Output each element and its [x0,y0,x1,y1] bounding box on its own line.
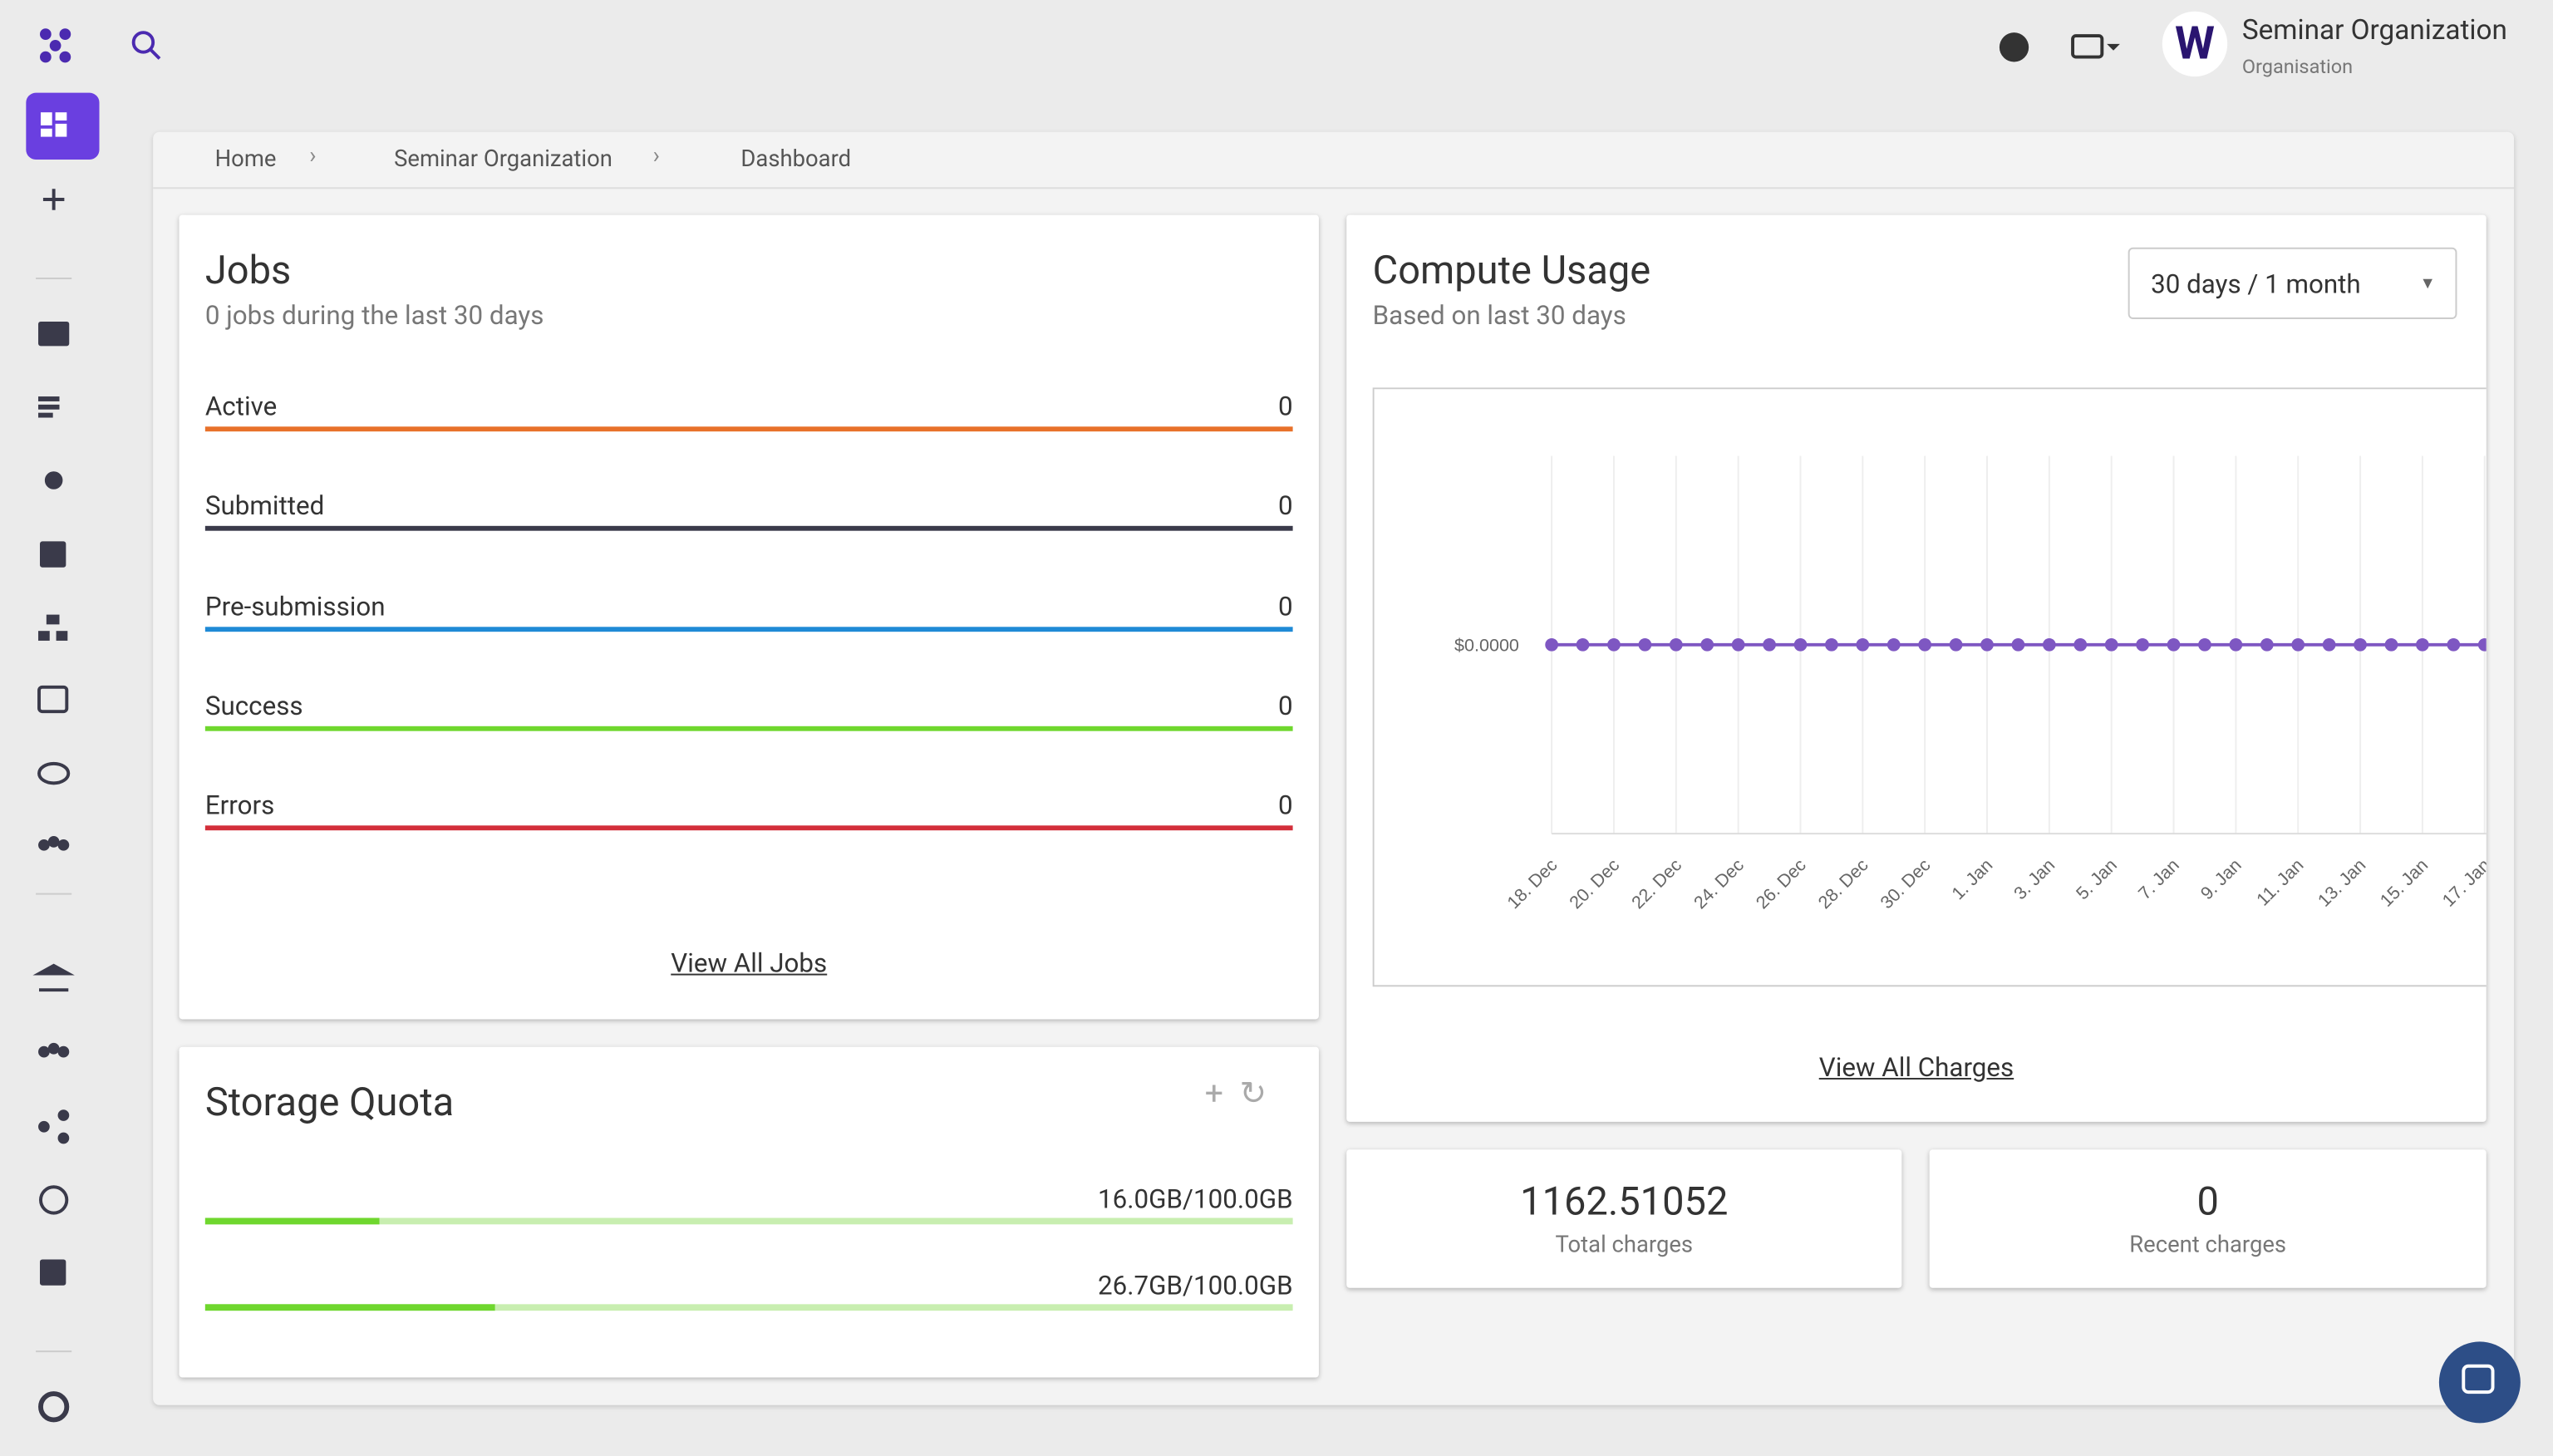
point [1825,638,1838,652]
point [2043,638,2056,652]
stat-value: 0 [2196,1178,2219,1225]
y-tick-label: $0.0000 [1454,635,1519,656]
quota-label: 26.7GB/100.0GB [1098,1270,1293,1301]
point [1576,638,1590,652]
sidebar [26,28,100,1423]
point [2073,638,2088,652]
point [2354,638,2367,652]
point [1669,638,1683,652]
point [1793,638,1808,652]
quota-bar [204,1304,496,1311]
job-bar [204,726,1293,731]
job-bar [204,626,1293,632]
chat-button[interactable] [2438,1341,2521,1424]
period-select[interactable]: 30 days / 1 month ▼ [2128,247,2457,320]
header-icons[interactable] [1996,29,2142,65]
point [2167,638,2181,652]
stat-label: Recent charges [2129,1232,2287,1259]
card-subtitle: 0 jobs during the last 30 days [204,299,544,331]
org-type: Organisation [2241,55,2354,79]
point [2104,638,2118,652]
job-bar [204,825,1293,831]
point [1763,638,1776,652]
stat-value: 1162.51052 [1520,1178,1729,1225]
point [1980,638,1994,652]
view-all-jobs[interactable]: View All Jobs [671,947,828,979]
point [1700,638,1714,652]
point [2198,638,2211,652]
view-all-charges[interactable]: View All Charges [1818,1051,2014,1083]
nav-icons[interactable] [32,189,75,1423]
quota-bar [204,1217,380,1225]
compute-card: Compute Usage Based on last 30 days 30 d… [1346,214,2487,1122]
job-count: 0 [1277,590,1293,622]
point [2322,638,2336,652]
breadcrumb: Home › Seminar Organization › Dashboard [153,132,2515,189]
card-title: Compute Usage [1372,247,1651,293]
avatar[interactable]: W [2162,11,2228,77]
stat-card: 0 Recent charges [1929,1149,2487,1288]
job-label: Pre-submission [204,590,386,622]
chart: 18. Dec 20. Dec 22. Dec 24. Dec 26. Dec 28. D… [1372,387,2487,987]
jobs-card: Jobs 0 jobs during the last 30 days Acti… [179,214,1319,1020]
chart-frame [1372,387,2487,987]
point [2260,638,2274,652]
quota-track [204,1217,1293,1225]
point [2416,638,2429,652]
org-name: Seminar Organization [2241,14,2507,47]
point [1949,638,1963,652]
quota-track [204,1304,1293,1311]
card-subtitle: Based on last 30 days [1372,299,1626,331]
point [2136,638,2149,652]
search-icon[interactable] [127,26,166,65]
point [1731,638,1745,652]
storage-card: Storage Quota + ↻ 16.0GB/100.0GB 26.7GB/1… [179,1046,1319,1378]
point [2477,638,2487,652]
job-count: 0 [1277,490,1293,522]
point [1638,638,1652,652]
job-label: Submitted [204,490,325,522]
point [1856,638,1870,652]
point [2384,638,2398,652]
stat-card: 1162.51052 Total charges [1346,1149,1902,1288]
job-label: Active [204,391,278,422]
card-title: Jobs [204,247,292,293]
card-title: Storage Quota [204,1079,455,1125]
point [2011,638,2025,652]
job-bar [204,426,1293,432]
crumb[interactable]: Home [214,146,277,173]
point [2229,638,2243,652]
point [1886,638,1901,652]
stat-label: Total charges [1555,1232,1694,1259]
job-count: 0 [1277,789,1293,821]
add-button[interactable]: + ↻ [1204,1073,1267,1113]
crumb[interactable]: Seminar Organization [394,146,612,173]
point [1545,638,1558,652]
job-count: 0 [1277,391,1293,422]
period: 30 days / 1 month [2151,268,2361,300]
point [2447,638,2461,652]
point [2291,638,2305,652]
point [1607,638,1621,652]
crumb[interactable]: Dashboard [740,146,852,173]
point [1918,638,1932,652]
quota-label: 16.0GB/100.0GB [1098,1183,1293,1215]
job-label: Errors [204,789,275,821]
job-label: Success [204,690,303,721]
job-count: 0 [1277,690,1293,721]
job-bar [204,526,1293,532]
